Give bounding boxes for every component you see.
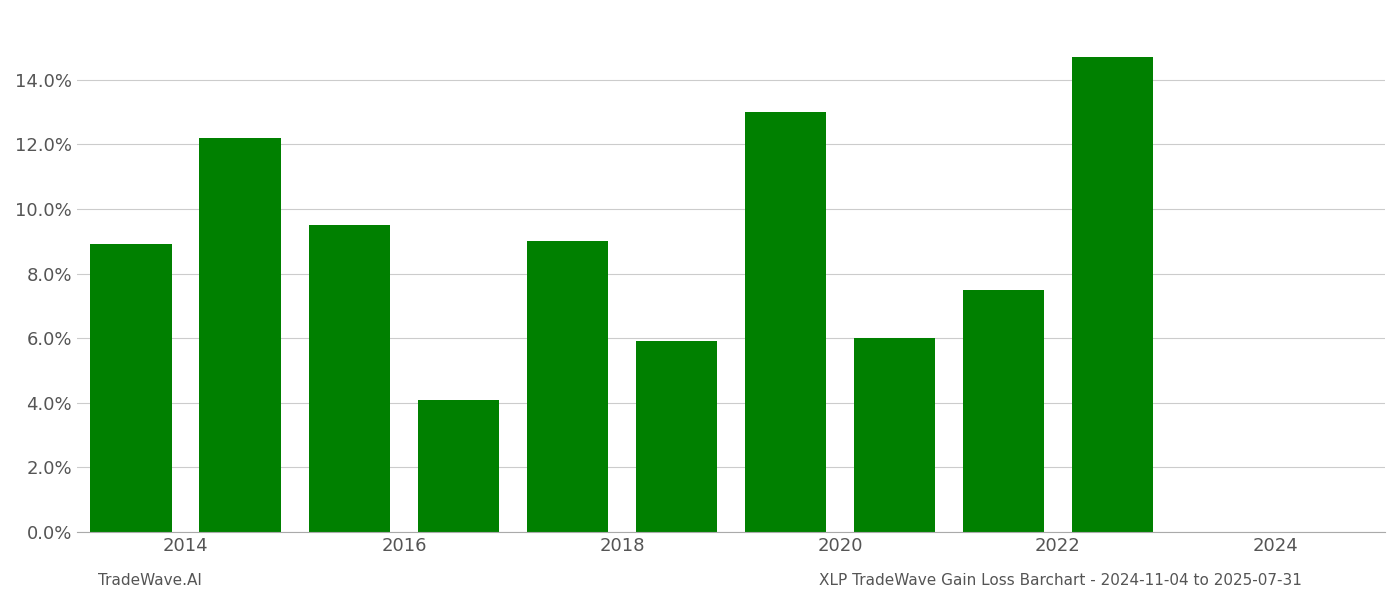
Text: TradeWave.AI: TradeWave.AI [98, 573, 202, 588]
Bar [854, 338, 935, 532]
Bar [963, 290, 1044, 532]
Bar [91, 244, 172, 532]
Bar [745, 112, 826, 532]
Bar [1071, 57, 1154, 532]
Bar [417, 400, 500, 532]
Bar [526, 241, 608, 532]
Bar [308, 225, 391, 532]
Bar [199, 138, 281, 532]
Bar [636, 341, 717, 532]
Text: XLP TradeWave Gain Loss Barchart - 2024-11-04 to 2025-07-31: XLP TradeWave Gain Loss Barchart - 2024-… [819, 573, 1302, 588]
